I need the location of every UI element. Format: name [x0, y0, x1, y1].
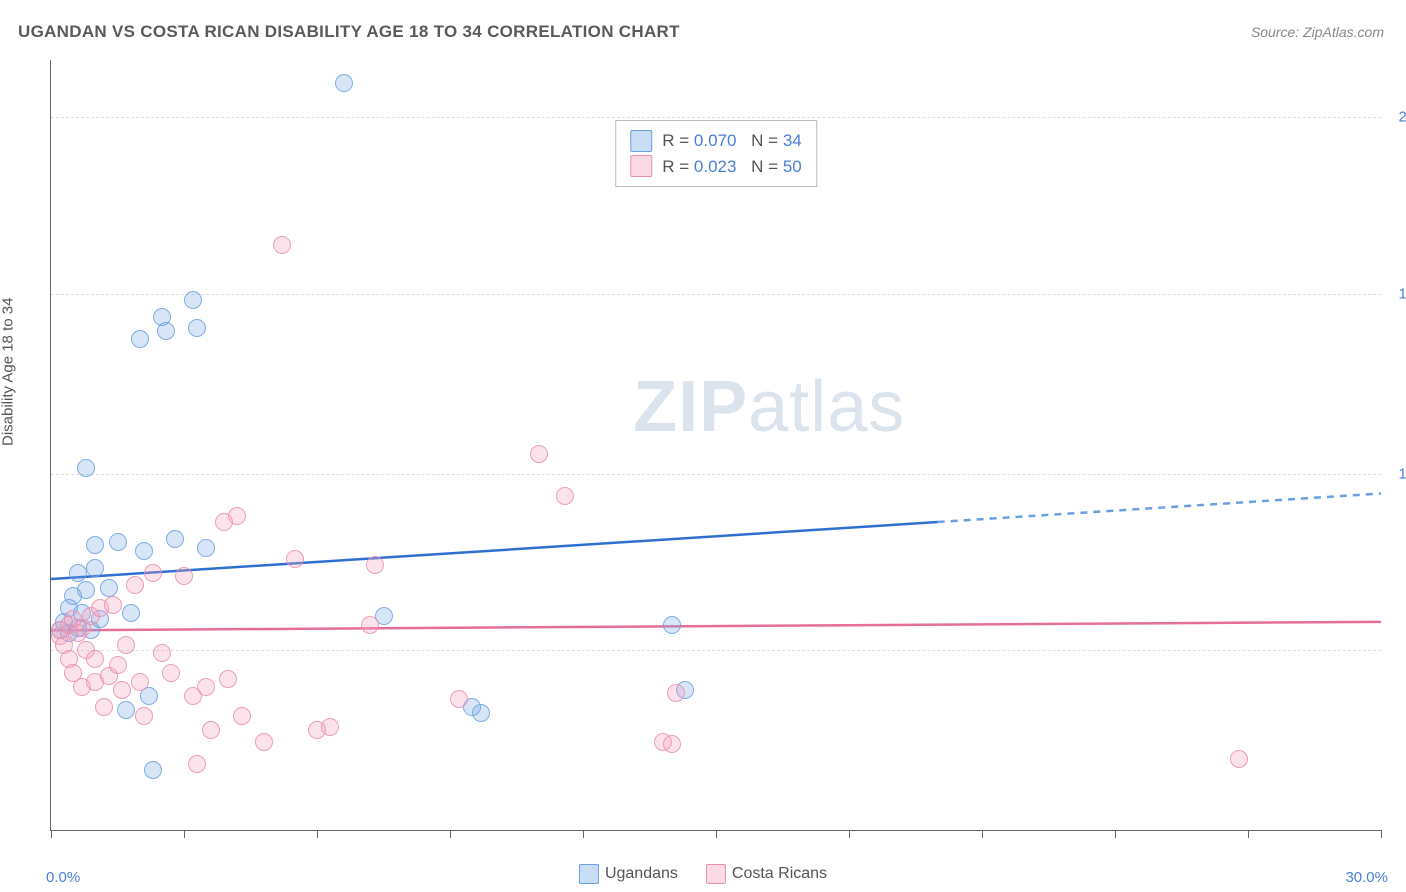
data-point	[135, 542, 153, 560]
data-point	[86, 559, 104, 577]
data-point	[122, 604, 140, 622]
swatch-pink	[630, 155, 652, 177]
data-point	[472, 704, 490, 722]
data-point	[95, 698, 113, 716]
x-tick	[583, 830, 584, 838]
data-point	[131, 330, 149, 348]
data-point	[663, 616, 681, 634]
x-tick	[716, 830, 717, 838]
data-point	[104, 596, 122, 614]
data-point	[109, 656, 127, 674]
data-point	[556, 487, 574, 505]
data-point	[117, 636, 135, 654]
swatch-blue	[630, 130, 652, 152]
data-point	[100, 579, 118, 597]
data-point	[321, 718, 339, 736]
data-point	[162, 664, 180, 682]
x-max-label: 30.0%	[1345, 869, 1388, 886]
chart-container: UGANDAN VS COSTA RICAN DISABILITY AGE 18…	[0, 0, 1406, 892]
data-point	[153, 644, 171, 662]
gridline	[51, 117, 1381, 118]
gridline	[51, 294, 1381, 295]
data-point	[157, 322, 175, 340]
legend-item-costaricans: Costa Ricans	[706, 864, 827, 884]
x-tick	[51, 830, 52, 838]
data-point	[361, 616, 379, 634]
data-point	[135, 707, 153, 725]
data-point	[109, 533, 127, 551]
gridline	[51, 474, 1381, 475]
data-point	[335, 74, 353, 92]
x-tick	[1115, 830, 1116, 838]
x-min-label: 0.0%	[46, 869, 80, 886]
data-point	[530, 445, 548, 463]
x-tick	[1381, 830, 1382, 838]
data-point	[450, 690, 468, 708]
y-axis-label: Disability Age 18 to 34	[0, 298, 17, 446]
data-point	[366, 556, 384, 574]
x-tick	[982, 830, 983, 838]
data-point	[175, 567, 193, 585]
data-point	[113, 681, 131, 699]
data-point	[1230, 750, 1248, 768]
data-point	[166, 530, 184, 548]
data-point	[202, 721, 220, 739]
data-point	[233, 707, 251, 725]
plot-area: ZIPatlas R = 0.070 N = 34 R = 0.023 N = …	[50, 60, 1381, 831]
data-point	[667, 684, 685, 702]
x-tick	[849, 830, 850, 838]
data-point	[184, 291, 202, 309]
data-point	[228, 507, 246, 525]
data-point	[286, 550, 304, 568]
y-tick-label: 25.0%	[1398, 109, 1406, 126]
data-point	[188, 319, 206, 337]
x-tick	[184, 830, 185, 838]
data-point	[219, 670, 237, 688]
y-tick-label: 18.8%	[1398, 285, 1406, 302]
data-point	[273, 236, 291, 254]
data-point	[77, 459, 95, 477]
legend-row-ugandans: R = 0.070 N = 34	[630, 128, 802, 154]
gridline	[51, 650, 1381, 651]
data-point	[86, 536, 104, 554]
swatch-pink	[706, 864, 726, 884]
y-tick-label: 12.5%	[1398, 465, 1406, 482]
chart-title: UGANDAN VS COSTA RICAN DISABILITY AGE 18…	[18, 22, 680, 42]
data-point	[663, 735, 681, 753]
legend-item-ugandans: Ugandans	[579, 864, 678, 884]
swatch-blue	[579, 864, 599, 884]
x-tick	[317, 830, 318, 838]
data-point	[144, 564, 162, 582]
correlation-legend: R = 0.070 N = 34 R = 0.023 N = 50	[615, 120, 817, 187]
data-point	[255, 733, 273, 751]
data-point	[197, 678, 215, 696]
data-point	[77, 581, 95, 599]
data-point	[126, 576, 144, 594]
data-point	[144, 761, 162, 779]
series-legend: Ugandans Costa Ricans	[579, 864, 827, 884]
data-point	[131, 673, 149, 691]
data-point	[86, 650, 104, 668]
x-tick	[450, 830, 451, 838]
x-tick	[1248, 830, 1249, 838]
watermark: ZIPatlas	[633, 366, 905, 448]
source-attribution: Source: ZipAtlas.com	[1251, 24, 1384, 40]
legend-row-costaricans: R = 0.023 N = 50	[630, 154, 802, 180]
data-point	[69, 564, 87, 582]
data-point	[197, 539, 215, 557]
data-point	[117, 701, 135, 719]
data-point	[188, 755, 206, 773]
